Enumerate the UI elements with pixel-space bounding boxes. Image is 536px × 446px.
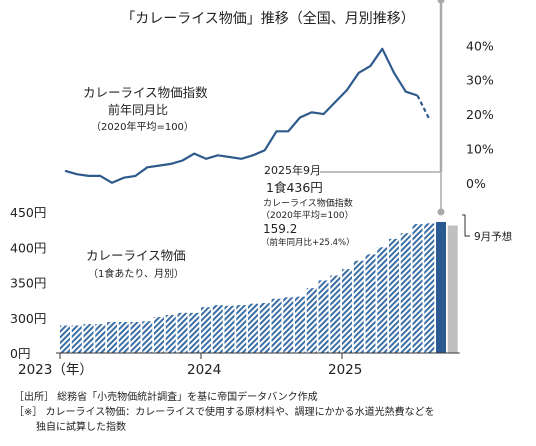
bar-series-title: カレーライス物価 <box>86 248 186 263</box>
price-bar <box>201 307 211 353</box>
price-bar <box>118 322 129 353</box>
x-axis-tick-label: 2024 <box>187 362 221 378</box>
chart-title: 「カレーライス物価」推移（全国、月別推移） <box>121 11 415 27</box>
price-bar <box>389 238 399 353</box>
footnote-source: ［出所］ 総務省「小売物価統計調査」を基に帝国データバンク作成 <box>14 392 318 403</box>
forecast-bracket <box>462 214 470 237</box>
bar-axis-tick-label: 0円 <box>10 346 30 361</box>
price-bar <box>130 322 141 353</box>
forecast-label: 9月予想 <box>474 230 512 243</box>
price-bar <box>353 260 364 353</box>
price-bar <box>424 223 435 353</box>
yoy-line <box>64 47 431 184</box>
callout-connector <box>320 0 445 216</box>
callout-month: 2025年9月 <box>264 163 321 177</box>
price-bar <box>154 317 164 353</box>
line-series-title: カレーライス物価指数 <box>83 85 208 100</box>
footnote-note-1: ［※］ カレーライス物価：カレーライスで使用する原材料や、調理にかかる水道光熱費… <box>14 407 435 418</box>
line-axis-tick-label: 0% <box>466 176 486 191</box>
price-bar <box>177 312 188 353</box>
price-bars <box>60 221 458 353</box>
price-bar <box>377 247 388 353</box>
price-bar <box>447 225 458 353</box>
price-bar <box>436 221 446 353</box>
line-axis: 40% 30% 20% 10% 0% <box>466 38 494 191</box>
callout-index-label: カレーライス物価指数 <box>263 197 353 209</box>
bar-axis-tick-label: 350円 <box>10 276 46 291</box>
connector-dot-bottom <box>437 208 445 216</box>
line-series-base: （2020年平均=100） <box>91 120 194 133</box>
price-bar <box>283 297 294 353</box>
line-axis-tick-label: 40% <box>466 38 494 53</box>
yoy-line-forecast <box>416 95 431 120</box>
price-bar <box>306 288 317 353</box>
x-axis-tick-label: 2023（年） <box>18 362 93 378</box>
price-bar <box>342 269 352 353</box>
price-bar <box>318 280 329 353</box>
footnote-note-2: 独自に試算した指数 <box>36 422 126 433</box>
price-bar <box>400 233 411 353</box>
price-bar <box>189 312 200 353</box>
price-bar <box>142 321 153 353</box>
x-axis: 2023（年） 2024 2025 <box>18 352 460 378</box>
connector-dot-top <box>437 0 445 4</box>
price-bar <box>236 305 247 353</box>
price-bar <box>330 275 341 353</box>
x-axis-tick-label: 2025 <box>328 362 362 378</box>
yoy-line-actual <box>64 47 418 184</box>
price-bar <box>165 314 176 353</box>
callout-yoy: （前年同月比+25.4%） <box>261 237 355 248</box>
price-bar <box>248 303 258 353</box>
price-bar <box>224 305 235 353</box>
callout-price: 1食436円 <box>266 180 323 195</box>
price-bar <box>412 224 423 353</box>
price-bar <box>295 296 305 353</box>
price-bar <box>60 325 70 353</box>
line-axis-tick-label: 20% <box>466 107 494 122</box>
bar-axis: 450円 400円 350円 300円 0円 <box>10 205 46 361</box>
bar-series-subtitle: （1食あたり、月別） <box>88 267 184 280</box>
price-bar <box>107 322 117 353</box>
line-axis-tick-label: 30% <box>466 73 494 88</box>
callout-index-base: （2020年平均=100） <box>261 209 354 221</box>
price-bar <box>95 324 106 353</box>
price-bar <box>71 325 82 353</box>
bar-axis-tick-label: 400円 <box>10 240 46 255</box>
line-series-subtitle: 前年同月比 <box>108 102 168 117</box>
callout-index-value: 159.2 <box>263 222 297 236</box>
price-bar <box>83 324 94 353</box>
price-bar <box>259 302 270 353</box>
price-bar <box>365 254 376 353</box>
bar-axis-tick-label: 300円 <box>10 311 46 326</box>
bar-axis-tick-label: 450円 <box>10 205 46 220</box>
line-axis-tick-label: 10% <box>466 141 494 156</box>
price-bar <box>271 298 282 353</box>
price-bar <box>212 305 223 353</box>
